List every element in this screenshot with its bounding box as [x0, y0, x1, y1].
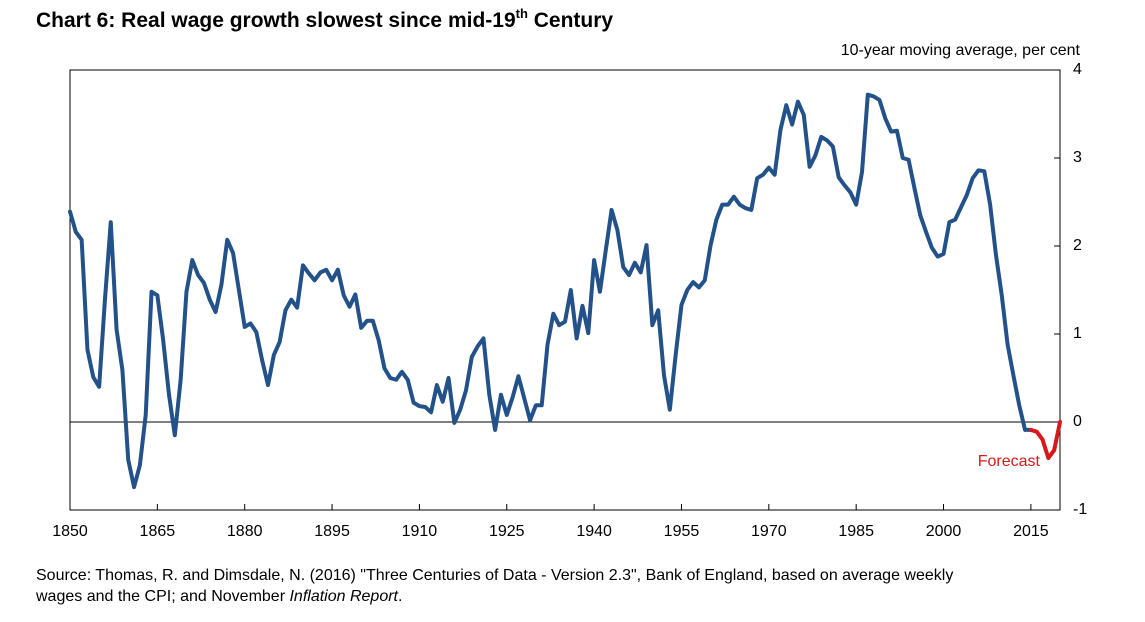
- source-end: .: [398, 588, 402, 605]
- line-series: [68, 92, 1033, 490]
- y-axis-label: 10-year moving average, per cent: [841, 42, 1081, 59]
- x-tick-label: 1910: [402, 523, 438, 540]
- title-text: Chart 6: Real wage growth slowest since …: [36, 9, 516, 32]
- x-tick-label: 2000: [926, 523, 962, 540]
- x-tick-label: 1985: [838, 523, 874, 540]
- y-tick-label: -1: [1073, 501, 1087, 518]
- x-tick-label: 1895: [314, 523, 350, 540]
- source-line-1: Source: Thomas, R. and Dimsdale, N. (201…: [36, 567, 953, 584]
- y-tick-label: 3: [1073, 149, 1082, 166]
- title-after: Century: [528, 9, 614, 32]
- x-tick-label: 1955: [664, 523, 700, 540]
- x-tick-label: 1880: [227, 523, 263, 540]
- x-tick-label: 1865: [140, 523, 176, 540]
- y-tick-label: 1: [1073, 325, 1082, 342]
- plot-frame: [69, 69, 1061, 511]
- chart-title: Chart 6: Real wage growth slowest since …: [36, 6, 613, 32]
- y-tick-label: 0: [1073, 413, 1082, 430]
- line-series: [1028, 420, 1062, 461]
- source-line-2: wages and the CPI; and November Inflatio…: [35, 588, 402, 605]
- title-superscript: th: [516, 6, 528, 21]
- y-tick-label: 4: [1073, 61, 1082, 78]
- x-tick-label: 1940: [576, 523, 612, 540]
- x-tick-label: 2015: [1013, 523, 1049, 540]
- source-text: wages and the CPI; and November: [35, 588, 289, 605]
- x-tick-label: 1850: [52, 523, 88, 540]
- y-tick-label: 2: [1073, 237, 1082, 254]
- source-italic: Inflation Report: [289, 588, 398, 605]
- annotation: Forecast: [978, 453, 1041, 470]
- x-tick-label: 1970: [751, 523, 787, 540]
- x-tick-label: 1925: [489, 523, 525, 540]
